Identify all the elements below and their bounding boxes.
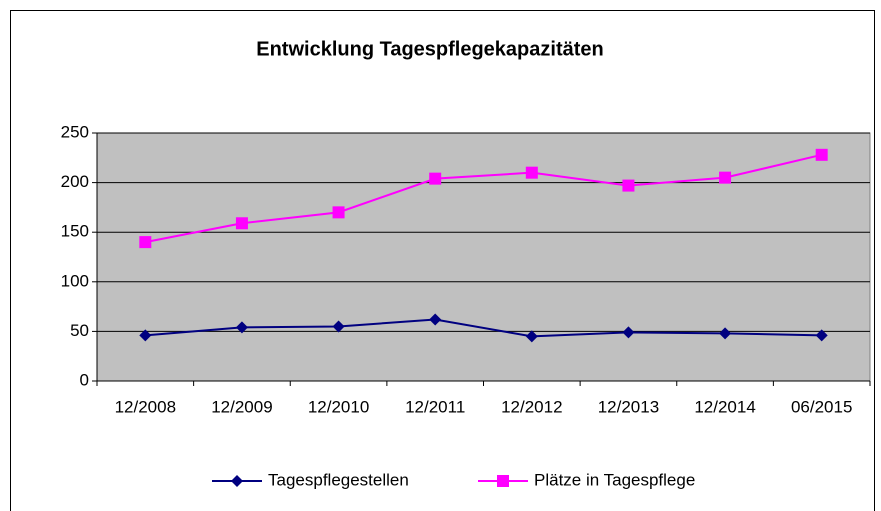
marker <box>622 326 635 339</box>
x-tick-label: 12/2011 <box>405 397 465 416</box>
marker <box>429 313 442 326</box>
x-tick-label: 12/2009 <box>211 397 272 416</box>
y-tick-label: 50 <box>70 321 89 340</box>
marker <box>235 321 248 334</box>
x-tick-label: 12/2012 <box>501 397 562 416</box>
x-tick-label: 12/2010 <box>308 397 369 416</box>
marker <box>815 329 828 342</box>
marker <box>139 329 152 342</box>
marker <box>719 327 732 340</box>
marker <box>429 172 442 185</box>
y-tick-label: 0 <box>80 370 89 389</box>
marker <box>525 166 538 179</box>
y-tick-label: 200 <box>61 172 89 191</box>
marker <box>719 171 732 184</box>
series-line <box>145 318 822 338</box>
marker <box>332 320 345 333</box>
marker <box>332 206 345 219</box>
y-tick-label: 150 <box>61 222 89 241</box>
marker <box>235 217 248 230</box>
marker <box>139 236 152 249</box>
marker <box>622 179 635 192</box>
x-tick-label: 12/2013 <box>598 397 659 416</box>
x-tick-label: 06/2015 <box>791 397 852 416</box>
legend-label: Tagespflegestellen <box>268 470 409 489</box>
legend-label: Plätze in Tagespflege <box>534 470 695 489</box>
chart-title: Entwicklung Tagespflegekapazitäten <box>256 38 603 60</box>
series-line <box>145 153 822 244</box>
marker <box>815 148 828 161</box>
legend-marker <box>497 475 509 487</box>
y-tick-label: 250 <box>61 122 89 141</box>
marker <box>525 330 538 343</box>
y-tick-label: 100 <box>61 271 89 290</box>
x-tick-label: 12/2008 <box>115 397 176 416</box>
legend-marker <box>231 475 243 487</box>
x-tick-label: 12/2014 <box>694 397 755 416</box>
